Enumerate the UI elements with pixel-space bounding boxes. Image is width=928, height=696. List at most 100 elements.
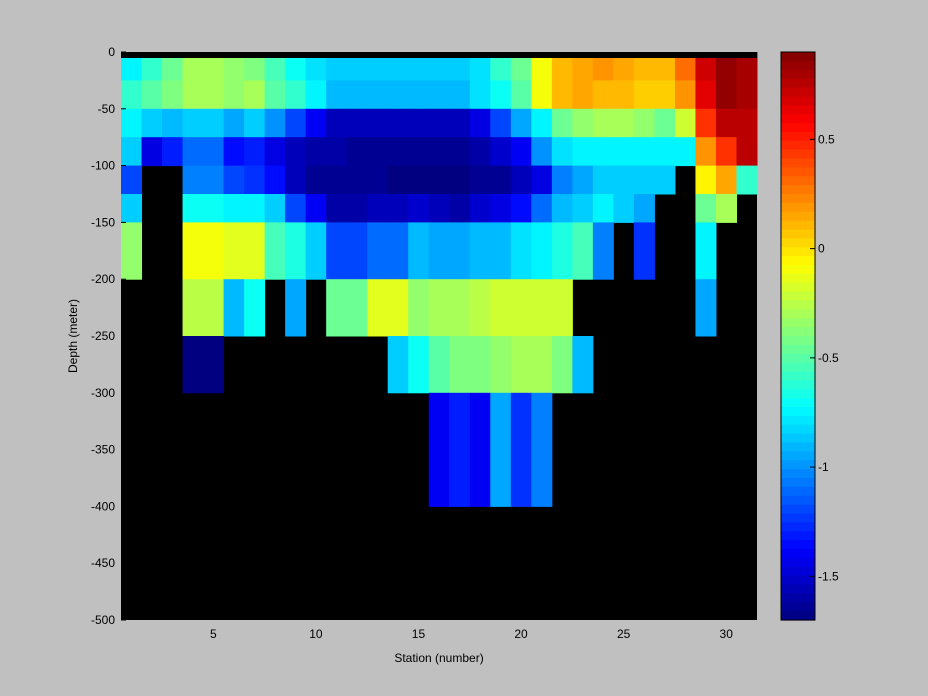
colorbar-band <box>781 158 815 168</box>
heatmap-cell <box>592 108 614 138</box>
colorbar-band <box>781 194 815 204</box>
heatmap-cell <box>715 137 737 167</box>
heatmap-cell <box>469 194 491 223</box>
colorbar-band <box>781 238 815 248</box>
heatmap-cell <box>305 137 327 167</box>
heatmap-cell <box>592 137 614 167</box>
heatmap-cell <box>408 137 430 167</box>
heatmap-cell <box>736 63 758 81</box>
colorbar-band <box>781 522 815 532</box>
colorbar-band <box>781 309 815 319</box>
heatmap-cell <box>469 392 491 507</box>
plot-area <box>121 52 758 620</box>
heatmap-cell <box>203 108 225 138</box>
heatmap-cell <box>490 222 512 280</box>
heatmap-cell <box>531 279 553 337</box>
heatmap-cell <box>654 165 676 195</box>
heatmap-cell <box>469 336 491 394</box>
heatmap-cell <box>121 63 143 81</box>
heatmap-cell <box>531 222 553 280</box>
heatmap-cell <box>141 137 163 167</box>
heatmap-cell <box>654 63 676 81</box>
heatmap-cell <box>572 222 594 280</box>
heatmap-cell <box>449 279 471 337</box>
colorbar-band <box>781 362 815 373</box>
heatmap-cell <box>510 165 532 195</box>
heatmap-cell <box>633 194 655 223</box>
colorbar-band <box>781 575 815 586</box>
heatmap-cell <box>285 108 307 138</box>
heatmap-cell <box>469 137 491 167</box>
colorbar-band <box>781 176 815 186</box>
heatmap-cell <box>285 63 307 81</box>
heatmap-cell <box>285 137 307 167</box>
x-tick-label: 5 <box>210 627 217 641</box>
heatmap-cell <box>285 222 307 280</box>
heatmap-cell <box>285 80 307 110</box>
heatmap-cell <box>223 165 245 195</box>
heatmap-cell <box>428 165 450 195</box>
heatmap-cell <box>387 336 409 394</box>
heatmap-cell <box>121 222 143 280</box>
heatmap-cell <box>531 336 553 394</box>
heatmap-cell <box>613 165 635 195</box>
heatmap-cell <box>223 194 245 223</box>
heatmap-cell <box>510 222 532 280</box>
x-tick-label: 20 <box>514 627 528 641</box>
y-tick-label: -300 <box>91 386 115 400</box>
heatmap-cell <box>428 392 450 507</box>
heatmap-cell <box>305 165 327 195</box>
heatmap-cell <box>695 80 717 110</box>
heatmap-cell <box>469 80 491 110</box>
colorbar-band <box>781 327 815 337</box>
colorbar-band <box>781 105 815 115</box>
heatmap-cell <box>695 108 717 138</box>
colorbar-band <box>781 380 815 390</box>
heatmap-cell <box>223 80 245 110</box>
heatmap-cell <box>428 222 450 280</box>
heatmap-cell <box>244 165 266 195</box>
heatmap-cell <box>162 137 184 167</box>
heatmap-cell <box>346 194 368 223</box>
heatmap-cell <box>264 194 286 223</box>
heatmap-cell <box>367 108 389 138</box>
heatmap-cell <box>121 80 143 110</box>
heatmap-cell <box>244 194 266 223</box>
heatmap-cell <box>551 108 573 138</box>
heatmap-cell <box>326 222 348 280</box>
heatmap-cell <box>182 165 204 195</box>
y-tick-label: -200 <box>91 272 115 286</box>
heatmap-cell <box>346 63 368 81</box>
colorbar-band <box>781 407 815 417</box>
heatmap-cell <box>408 279 430 337</box>
heatmap-cell <box>305 194 327 223</box>
heatmap-cell <box>449 108 471 138</box>
x-tick-label: 15 <box>412 627 426 641</box>
colorbar-band <box>781 256 815 266</box>
colorbar-band <box>781 96 815 106</box>
heatmap-cell <box>367 137 389 167</box>
colorbar-band <box>781 229 815 239</box>
axes: 5 10 15 20 25 30 0 -50 -100 -150 -200 -250 -300 -350 -… <box>91 45 733 641</box>
surface-strip <box>121 52 757 58</box>
heatmap-cell <box>469 108 491 138</box>
colorbar-band <box>781 69 815 80</box>
heatmap-cell <box>203 336 225 394</box>
y-tick-label: -400 <box>91 499 115 513</box>
heatmap-cell <box>469 279 491 337</box>
heatmap-cell <box>182 108 204 138</box>
heatmap-cell <box>572 63 594 81</box>
heatmap-cell <box>715 80 737 110</box>
heatmap-cell <box>182 137 204 167</box>
heatmap-cell <box>715 194 737 223</box>
heatmap-cell <box>592 222 614 280</box>
heatmap-cell <box>408 165 430 195</box>
heatmap-cell <box>715 108 737 138</box>
heatmap-cell <box>346 137 368 167</box>
heatmap-cell <box>387 165 409 195</box>
heatmap-cell <box>469 165 491 195</box>
heatmap-cell <box>346 279 368 337</box>
heatmap-cell <box>490 336 512 394</box>
heatmap-cell <box>490 165 512 195</box>
heatmap-cell <box>490 63 512 81</box>
